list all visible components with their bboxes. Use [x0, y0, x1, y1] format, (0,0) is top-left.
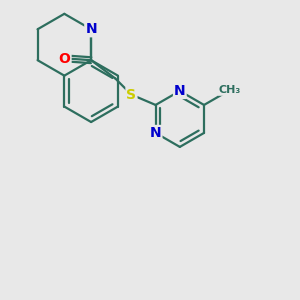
Text: N: N: [150, 126, 161, 140]
Text: N: N: [174, 84, 186, 98]
Text: N: N: [85, 22, 97, 36]
Text: CH₃: CH₃: [218, 85, 241, 95]
Text: S: S: [127, 88, 136, 102]
Text: O: O: [59, 52, 70, 66]
